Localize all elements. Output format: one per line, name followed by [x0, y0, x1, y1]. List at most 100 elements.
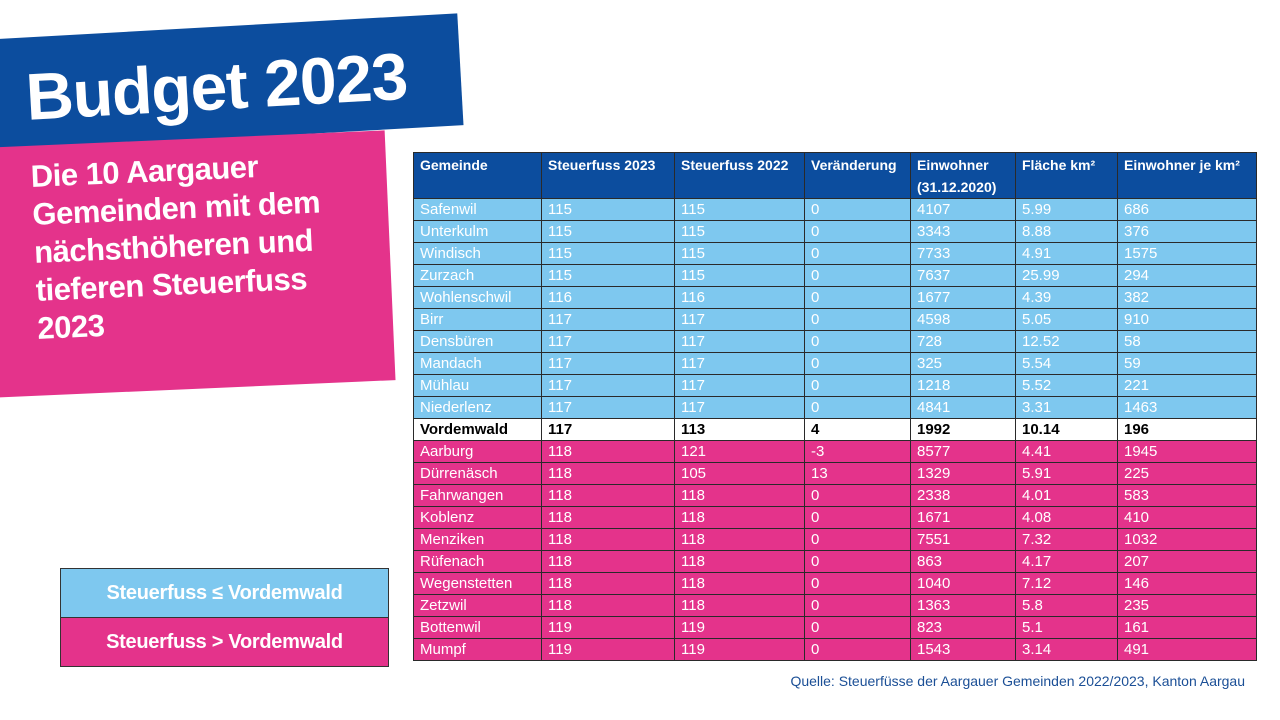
header-einwohner: Einwohner (31.12.2020) — [910, 152, 1016, 199]
table-row: Unterkulm 115 115 0 3343 8.88 376 — [413, 220, 1257, 243]
cell-steuerfuss-2023: 118 — [541, 572, 675, 595]
cell-steuerfuss-2022: 113 — [674, 418, 805, 441]
table-row: Densbüren 117 117 0 728 12.52 58 — [413, 330, 1257, 353]
cell-gemeinde: Koblenz — [413, 506, 542, 529]
cell-flaeche: 5.52 — [1015, 374, 1118, 397]
table-row: Aarburg 118 121 -3 8577 4.41 1945 — [413, 440, 1257, 463]
cell-steuerfuss-2022: 117 — [674, 308, 805, 331]
cell-steuerfuss-2023: 117 — [541, 374, 675, 397]
cell-steuerfuss-2022: 119 — [674, 616, 805, 639]
cell-einwohner: 2338 — [910, 484, 1016, 507]
cell-steuerfuss-2023: 118 — [541, 594, 675, 617]
cell-steuerfuss-2023: 118 — [541, 462, 675, 485]
cell-steuerfuss-2022: 115 — [674, 242, 805, 265]
cell-steuerfuss-2023: 116 — [541, 286, 675, 309]
cell-einwohner-je-km2: 59 — [1117, 352, 1257, 375]
cell-flaeche: 5.54 — [1015, 352, 1118, 375]
cell-flaeche: 5.05 — [1015, 308, 1118, 331]
table-row: Vordemwald 117 113 4 1992 10.14 196 — [413, 418, 1257, 441]
table-row: Rüfenach 118 118 0 863 4.17 207 — [413, 550, 1257, 573]
cell-einwohner-je-km2: 225 — [1117, 462, 1257, 485]
table-row: Dürrenäsch 118 105 13 1329 5.91 225 — [413, 462, 1257, 485]
legend-lower: Steuerfuss ≤ Vordemwald — [61, 569, 388, 618]
cell-flaeche: 4.17 — [1015, 550, 1118, 573]
cell-steuerfuss-2023: 115 — [541, 198, 675, 221]
cell-steuerfuss-2023: 119 — [541, 638, 675, 661]
cell-gemeinde: Wohlenschwil — [413, 286, 542, 309]
cell-steuerfuss-2022: 118 — [674, 506, 805, 529]
cell-veraenderung: 0 — [804, 308, 911, 331]
cell-einwohner: 1329 — [910, 462, 1016, 485]
cell-einwohner-je-km2: 583 — [1117, 484, 1257, 507]
cell-steuerfuss-2022: 115 — [674, 220, 805, 243]
cell-gemeinde: Mumpf — [413, 638, 542, 661]
cell-einwohner-je-km2: 221 — [1117, 374, 1257, 397]
cell-veraenderung: 0 — [804, 484, 911, 507]
cell-einwohner: 1543 — [910, 638, 1016, 661]
table-row: Koblenz 118 118 0 1671 4.08 410 — [413, 506, 1257, 529]
cell-steuerfuss-2023: 117 — [541, 396, 675, 419]
header-einwohner-label: Einwohner — [917, 157, 989, 173]
cell-gemeinde: Aarburg — [413, 440, 542, 463]
cell-einwohner-je-km2: 1463 — [1117, 396, 1257, 419]
cell-veraenderung: 0 — [804, 506, 911, 529]
cell-steuerfuss-2022: 118 — [674, 528, 805, 551]
legend-higher: Steuerfuss > Vordemwald — [61, 618, 388, 666]
table-row: Mühlau 117 117 0 1218 5.52 221 — [413, 374, 1257, 397]
table-row: Zetzwil 118 118 0 1363 5.8 235 — [413, 594, 1257, 617]
cell-einwohner: 1671 — [910, 506, 1016, 529]
cell-veraenderung: 13 — [804, 462, 911, 485]
cell-einwohner-je-km2: 207 — [1117, 550, 1257, 573]
cell-steuerfuss-2022: 118 — [674, 484, 805, 507]
header-flaeche: Fläche km² — [1015, 152, 1118, 199]
cell-veraenderung: 0 — [804, 616, 911, 639]
cell-einwohner: 4107 — [910, 198, 1016, 221]
cell-gemeinde: Fahrwangen — [413, 484, 542, 507]
cell-einwohner-je-km2: 1575 — [1117, 242, 1257, 265]
header-gemeinde: Gemeinde — [413, 152, 542, 199]
table-row: Safenwil 115 115 0 4107 5.99 686 — [413, 198, 1257, 221]
cell-veraenderung: 0 — [804, 594, 911, 617]
table-row: Mumpf 119 119 0 1543 3.14 491 — [413, 638, 1257, 661]
cell-flaeche: 4.91 — [1015, 242, 1118, 265]
cell-gemeinde: Windisch — [413, 242, 542, 265]
cell-steuerfuss-2023: 115 — [541, 242, 675, 265]
table-row: Mandach 117 117 0 325 5.54 59 — [413, 352, 1257, 375]
cell-flaeche: 5.1 — [1015, 616, 1118, 639]
table-body: Safenwil 115 115 0 4107 5.99 686 Unterkulm 115 11… — [413, 198, 1257, 661]
cell-steuerfuss-2022: 117 — [674, 330, 805, 353]
cell-veraenderung: 0 — [804, 528, 911, 551]
table-row: Bottenwil 119 119 0 823 5.1 161 — [413, 616, 1257, 639]
cell-flaeche: 4.41 — [1015, 440, 1118, 463]
cell-steuerfuss-2022: 105 — [674, 462, 805, 485]
cell-gemeinde: Birr — [413, 308, 542, 331]
cell-einwohner-je-km2: 376 — [1117, 220, 1257, 243]
cell-steuerfuss-2022: 116 — [674, 286, 805, 309]
cell-gemeinde: Rüfenach — [413, 550, 542, 573]
cell-steuerfuss-2023: 118 — [541, 528, 675, 551]
cell-gemeinde: Mandach — [413, 352, 542, 375]
cell-veraenderung: -3 — [804, 440, 911, 463]
cell-einwohner: 4841 — [910, 396, 1016, 419]
table-row: Birr 117 117 0 4598 5.05 910 — [413, 308, 1257, 331]
cell-steuerfuss-2023: 115 — [541, 264, 675, 287]
tax-table: Gemeinde Steuerfuss 2023 Steuerfuss 2022… — [413, 152, 1257, 661]
cell-einwohner-je-km2: 410 — [1117, 506, 1257, 529]
cell-flaeche: 10.14 — [1015, 418, 1118, 441]
cell-steuerfuss-2023: 117 — [541, 308, 675, 331]
page-subtitle: Die 10 Aargauer Gemeinden mit dem nächst… — [30, 149, 321, 346]
cell-gemeinde: Mühlau — [413, 374, 542, 397]
cell-steuerfuss-2022: 117 — [674, 396, 805, 419]
cell-einwohner-je-km2: 146 — [1117, 572, 1257, 595]
cell-flaeche: 4.08 — [1015, 506, 1118, 529]
cell-gemeinde: Vordemwald — [413, 418, 542, 441]
table-row: Windisch 115 115 0 7733 4.91 1575 — [413, 242, 1257, 265]
cell-einwohner-je-km2: 196 — [1117, 418, 1257, 441]
cell-flaeche: 5.99 — [1015, 198, 1118, 221]
cell-steuerfuss-2023: 119 — [541, 616, 675, 639]
header-steuerfuss-2023: Steuerfuss 2023 — [541, 152, 675, 199]
table-row: Fahrwangen 118 118 0 2338 4.01 583 — [413, 484, 1257, 507]
cell-gemeinde: Safenwil — [413, 198, 542, 221]
cell-steuerfuss-2023: 118 — [541, 440, 675, 463]
cell-flaeche: 25.99 — [1015, 264, 1118, 287]
